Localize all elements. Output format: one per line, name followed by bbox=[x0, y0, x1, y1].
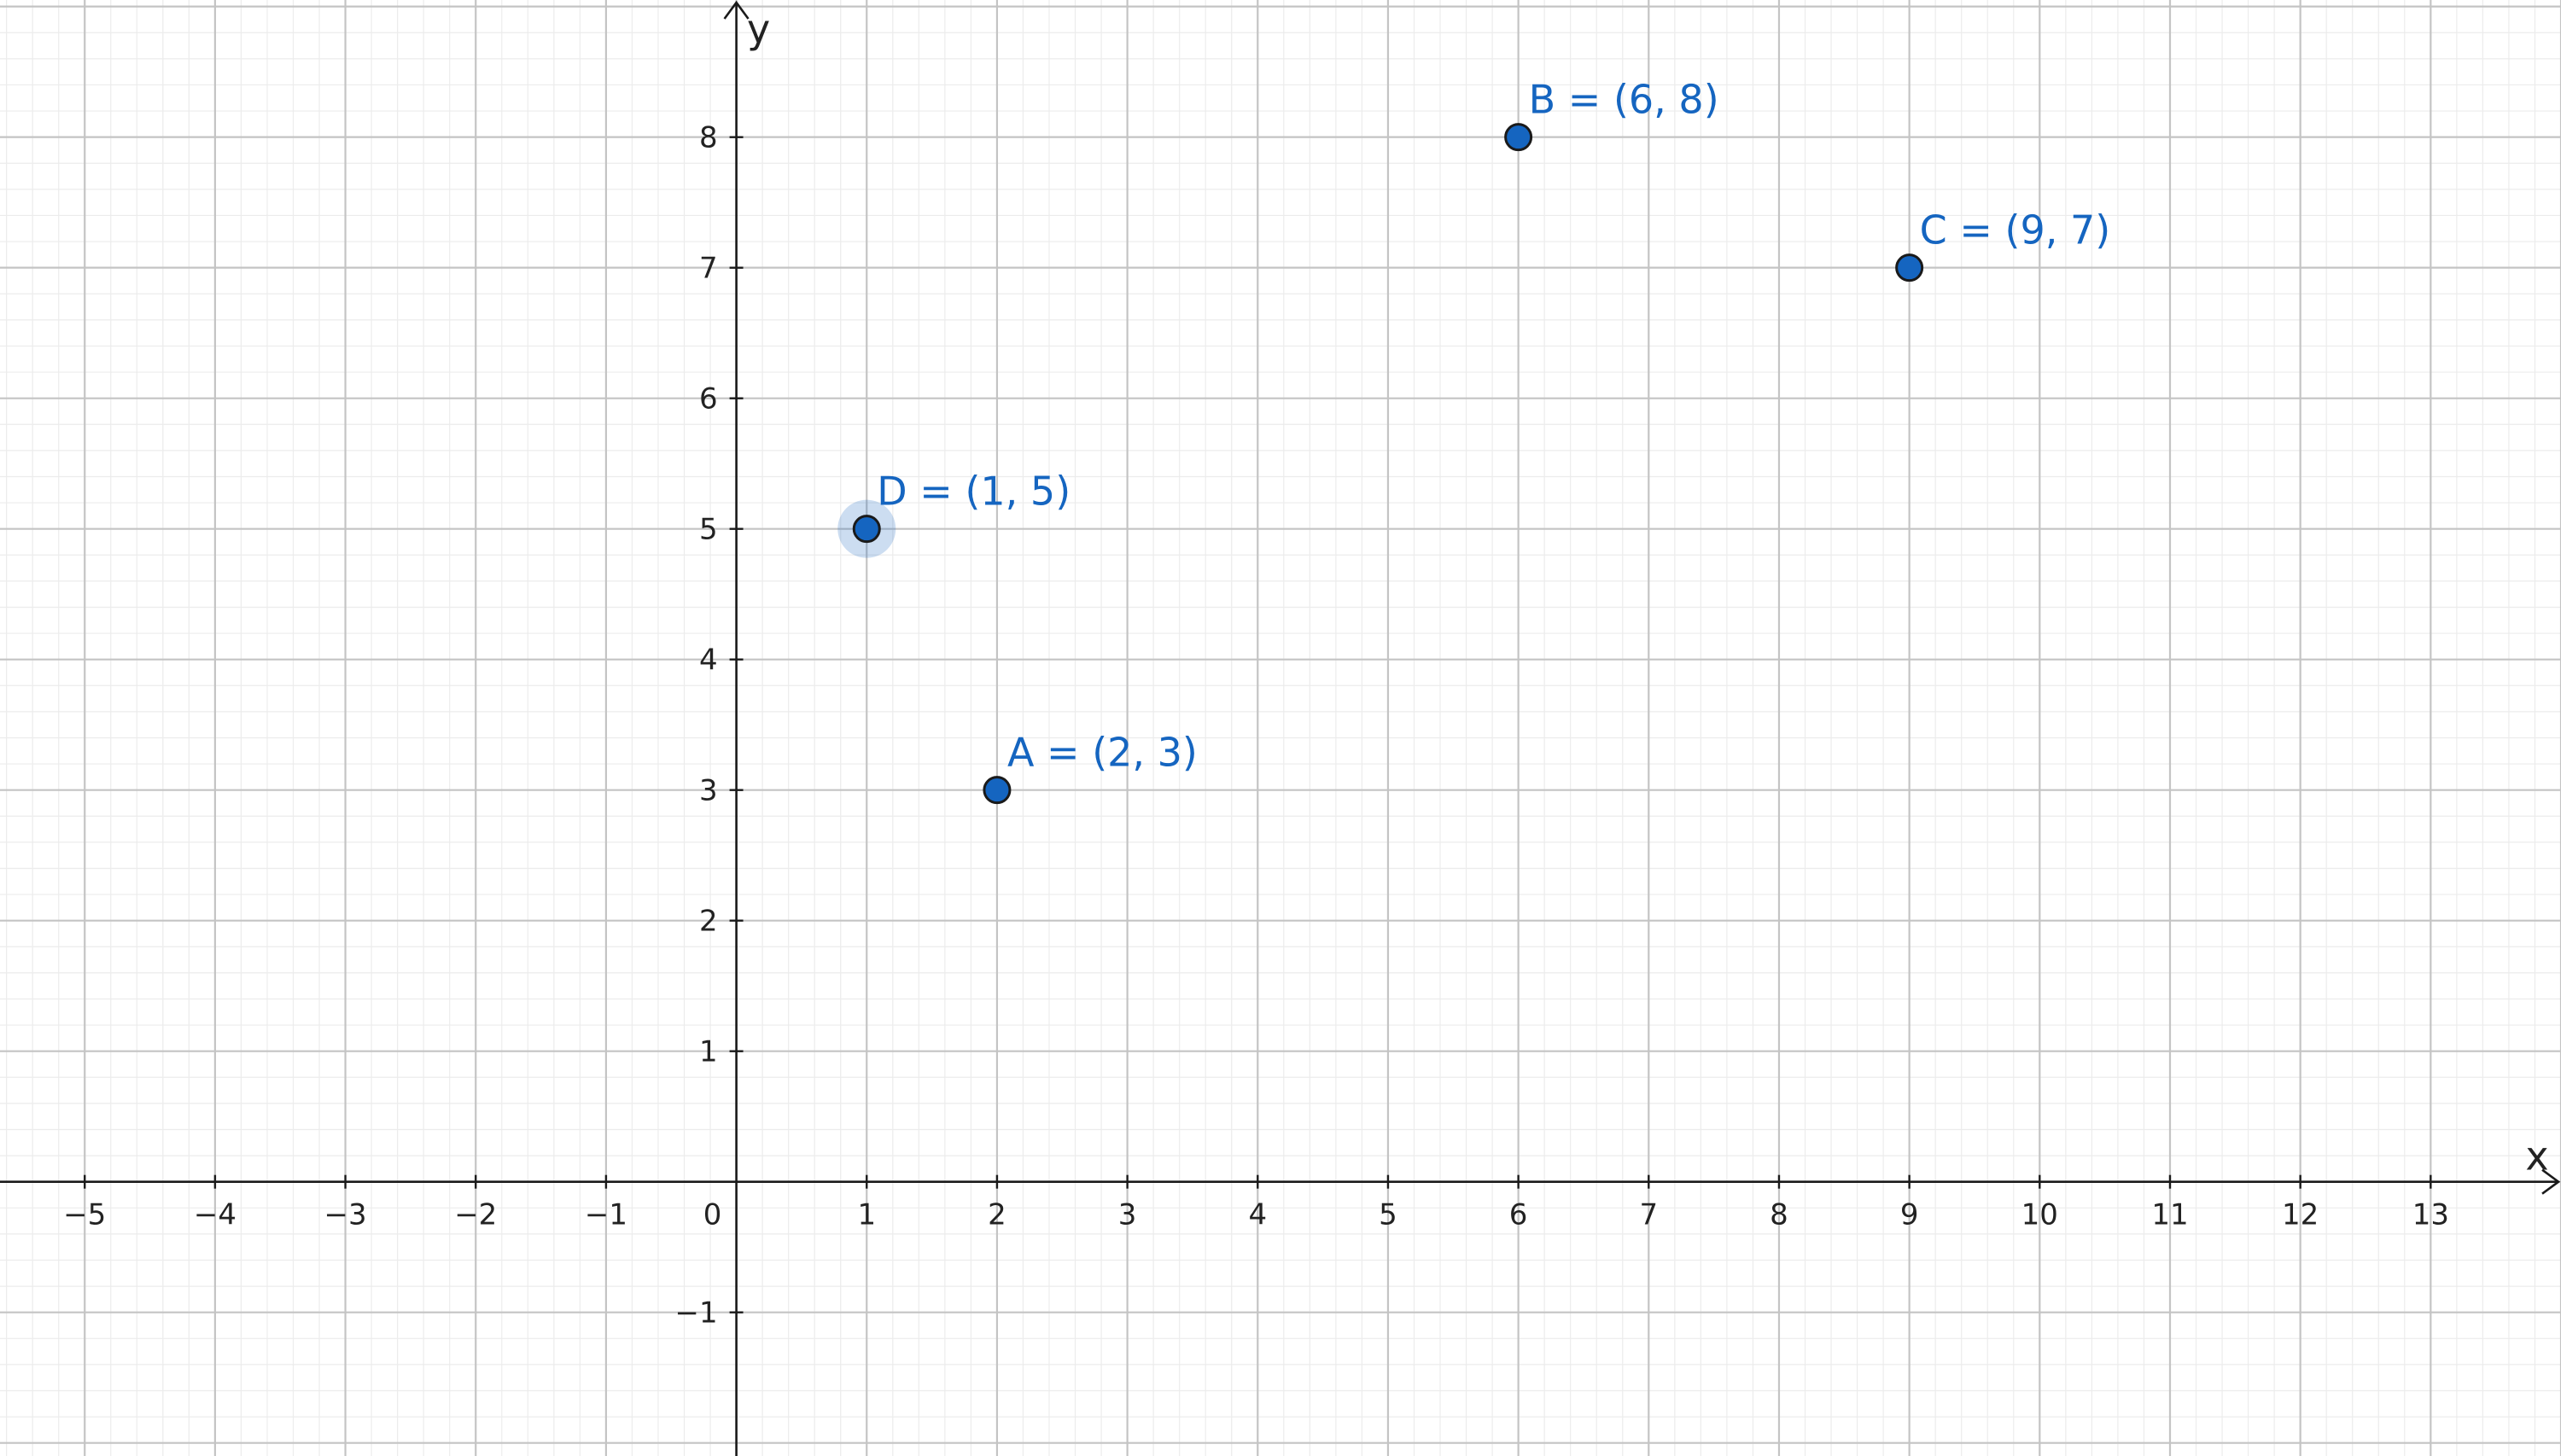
x-tick-label: −5 bbox=[63, 1198, 106, 1232]
y-tick-label: 6 bbox=[699, 382, 718, 416]
x-tick-label: 7 bbox=[1639, 1198, 1658, 1232]
x-tick-label: 0 bbox=[703, 1198, 722, 1232]
point-label: D = (1, 5) bbox=[877, 469, 1070, 515]
x-tick-label: 2 bbox=[988, 1198, 1006, 1232]
point-marker[interactable] bbox=[852, 515, 881, 544]
x-tick-label: 11 bbox=[2151, 1198, 2188, 1232]
x-tick-label: 9 bbox=[1900, 1198, 1919, 1232]
x-tick-label: 12 bbox=[2282, 1198, 2319, 1232]
x-axis-arrow-icon bbox=[2541, 1168, 2561, 1195]
x-tick-label: 6 bbox=[1509, 1198, 1528, 1232]
point-label: A = (2, 3) bbox=[1007, 730, 1198, 776]
x-tick-label: 1 bbox=[857, 1198, 876, 1232]
x-tick-label: 5 bbox=[1379, 1198, 1397, 1232]
y-tick-label: 1 bbox=[699, 1035, 718, 1069]
point-marker[interactable] bbox=[1504, 123, 1533, 152]
point-B[interactable]: B = (6, 8) bbox=[1504, 77, 1719, 152]
y-tick-label: 3 bbox=[699, 774, 718, 808]
y-tick-label: 7 bbox=[699, 252, 718, 286]
y-axis-arrow-icon bbox=[723, 0, 750, 20]
x-tick-label: 10 bbox=[2021, 1198, 2058, 1232]
y-tick-label: −1 bbox=[674, 1296, 717, 1331]
point-label: C = (9, 7) bbox=[1920, 207, 2111, 253]
y-axis-label: y bbox=[747, 6, 770, 52]
x-tick-label: 8 bbox=[1770, 1198, 1788, 1232]
x-tick-label: 3 bbox=[1118, 1198, 1137, 1232]
x-tick-label: −2 bbox=[454, 1198, 497, 1232]
x-tick-label: −3 bbox=[324, 1198, 367, 1232]
x-tick-label: 4 bbox=[1248, 1198, 1267, 1232]
point-A[interactable]: A = (2, 3) bbox=[983, 730, 1198, 805]
point-marker[interactable] bbox=[983, 776, 1012, 805]
points-layer[interactable]: A = (2, 3) B = (6, 8) C = (9, 7) D = (1, 5) bbox=[837, 77, 2111, 805]
point-label: B = (6, 8) bbox=[1529, 77, 1719, 123]
point-D[interactable]: D = (1, 5) bbox=[837, 469, 1070, 558]
y-tick-label: 4 bbox=[699, 644, 718, 678]
point-marker[interactable] bbox=[1895, 253, 1924, 282]
x-axis-label: x bbox=[2525, 1133, 2548, 1179]
y-tick-label: 5 bbox=[699, 513, 718, 547]
x-tick-label: 13 bbox=[2412, 1198, 2449, 1232]
y-tick-label: 2 bbox=[699, 905, 718, 939]
point-C[interactable]: C = (9, 7) bbox=[1895, 207, 2111, 282]
x-tick-label: −4 bbox=[194, 1198, 236, 1232]
x-tick-label: −1 bbox=[585, 1198, 627, 1232]
y-tick-label: 8 bbox=[699, 121, 718, 155]
